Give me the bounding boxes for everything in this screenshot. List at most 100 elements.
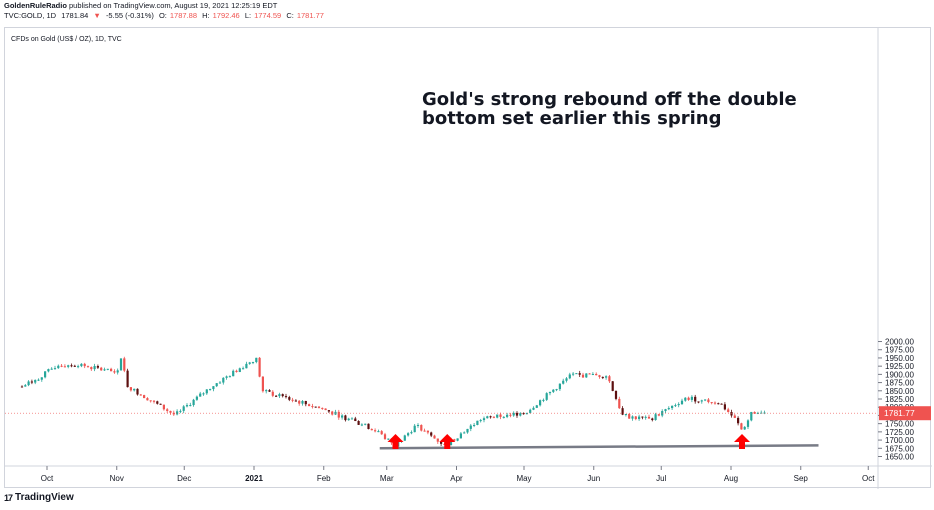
candle-body <box>407 433 410 436</box>
publisher-name: GoldenRuleRadio <box>4 1 67 10</box>
candle-body <box>756 412 759 414</box>
publish-info: published on TradingView.com, August 19,… <box>69 1 278 10</box>
candle-body <box>684 397 687 401</box>
candle-body <box>426 430 429 433</box>
candle-body <box>456 438 459 441</box>
candle-body <box>667 408 670 410</box>
candle-body <box>278 394 281 397</box>
candle-body <box>499 414 502 417</box>
candle-body <box>350 418 354 420</box>
candle-body <box>529 409 532 413</box>
up-arrow-icon <box>387 434 404 449</box>
candle-body <box>126 370 129 388</box>
candle-body <box>697 401 700 403</box>
candle-body <box>321 407 324 409</box>
price-axis[interactable]: 1650.001675.001700.001725.001750.001775.… <box>877 28 931 489</box>
candle-body <box>179 410 182 412</box>
candle-body <box>614 390 618 399</box>
candle-body <box>621 408 624 415</box>
candle-body <box>410 432 413 434</box>
candle-body <box>324 408 327 411</box>
candle-body <box>288 397 291 400</box>
candle-body <box>628 414 631 419</box>
candle-body <box>519 413 522 416</box>
tradingview-logo-icon: 17 <box>4 492 13 503</box>
annotation-line-1: Gold's strong rebound off the double <box>422 89 797 110</box>
x-tick-label: May <box>516 474 531 483</box>
candle-body <box>743 426 746 430</box>
candle-body <box>360 424 363 426</box>
x-tick-label: Apr <box>450 474 463 483</box>
candle-body <box>671 405 674 409</box>
candle-body <box>380 431 383 435</box>
candle-body <box>674 405 677 407</box>
high-label: H: <box>202 11 210 20</box>
candle-body <box>489 416 492 418</box>
candle-body <box>209 389 212 391</box>
y-tick-label: 2000.00 <box>885 338 914 347</box>
candle-body <box>143 395 146 399</box>
candle-body <box>469 425 472 429</box>
candle-body <box>657 414 660 416</box>
candle-body <box>40 377 43 380</box>
up-arrow-icon <box>734 434 750 449</box>
x-tick-label: Oct <box>41 474 54 483</box>
candle-body <box>575 373 578 375</box>
candle-body <box>525 412 528 415</box>
candle-body <box>100 367 103 371</box>
time-axis[interactable]: Oct Nov Dec 2021 Feb Mar Apr May Jun Jul Aug Sep Oct <box>5 465 932 483</box>
candle-body <box>34 379 37 383</box>
candle-body <box>555 389 558 391</box>
candle-body <box>314 406 317 408</box>
candle-body <box>608 376 611 382</box>
candle-body <box>552 389 555 392</box>
candle-body <box>255 357 258 363</box>
candle-body <box>275 395 278 397</box>
candles <box>20 356 766 448</box>
y-tick-label: 1925.00 <box>885 362 914 371</box>
x-tick-label: Mar <box>380 474 394 483</box>
candle-body <box>591 373 594 375</box>
candle-body <box>182 406 185 411</box>
candle-body <box>63 366 66 368</box>
candle-body <box>265 390 268 392</box>
candle-body <box>492 416 495 418</box>
candle-body <box>664 409 667 412</box>
candle-body <box>77 366 80 368</box>
candle-body <box>522 413 525 415</box>
candle-body <box>199 393 202 397</box>
candle-body <box>416 424 420 426</box>
candle-body <box>364 423 367 425</box>
candlestick-chart[interactable]: CFDs on Gold (US$ / OZ), 1D, TVC 1650.00… <box>5 28 932 489</box>
candle-body <box>565 378 568 381</box>
ohlc-line: TVC:GOLD, 1D 1781.84 ▼ -5.55 (-0.31%) O:… <box>4 11 327 21</box>
y-tick-label: 1950.00 <box>885 354 914 363</box>
x-tick-label: Feb <box>317 474 331 483</box>
chart-panel[interactable]: CFDs on Gold (US$ / OZ), 1D, TVC 1650.00… <box>4 27 932 489</box>
candle-body <box>430 432 433 436</box>
candle-body <box>486 416 489 419</box>
candle-body <box>357 421 360 425</box>
candle-body <box>740 423 743 430</box>
candle-body <box>341 415 344 418</box>
candle-body <box>433 435 436 439</box>
candle-body <box>294 400 297 402</box>
candle-body <box>535 405 538 408</box>
candle-body <box>70 365 73 367</box>
y-tick-label: 1850.00 <box>885 387 914 396</box>
chart-header: GoldenRuleRadio published on TradingView… <box>4 1 327 21</box>
candle-body <box>93 366 96 370</box>
candle-body <box>598 375 601 377</box>
candle-body <box>123 358 126 371</box>
candle-body <box>218 382 222 384</box>
candle-body <box>539 400 542 406</box>
candle-body <box>30 381 33 383</box>
candle-body <box>727 409 730 412</box>
candle-body <box>641 416 644 418</box>
footer-brand[interactable]: TradingView <box>15 492 74 503</box>
candle-body <box>624 414 627 416</box>
candle-body <box>605 376 608 378</box>
y-tick-label: 1875.00 <box>885 379 914 388</box>
candle-body <box>690 396 693 400</box>
candle-body <box>374 430 377 432</box>
